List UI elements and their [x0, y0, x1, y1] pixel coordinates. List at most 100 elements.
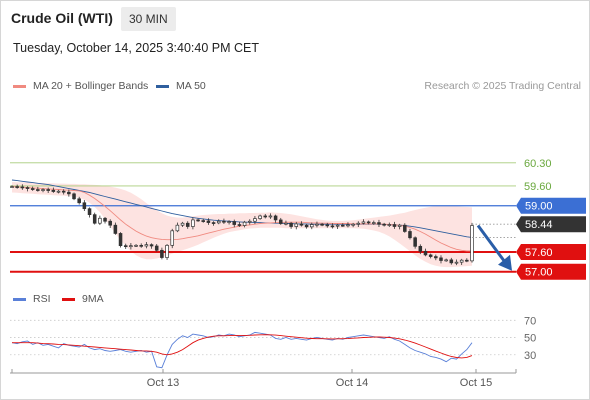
candle-body [310, 224, 314, 228]
forecast-arrow-shaft [476, 224, 506, 262]
level-tag-text-59-00: 59.00 [525, 201, 553, 213]
candle-body [330, 225, 335, 228]
candle-body [299, 223, 304, 226]
candle-body [154, 245, 159, 251]
candle-body [361, 221, 366, 224]
ma20-swatch [13, 84, 26, 88]
rsi-line [11, 331, 473, 369]
level-label-60-30: 60.30 [524, 158, 552, 170]
candle-body [113, 224, 118, 234]
candle-body [263, 215, 268, 218]
rsi-ma-line [12, 334, 473, 359]
rsi-tick-30: 30 [524, 350, 536, 362]
candle-body [175, 224, 180, 232]
candle-body [392, 224, 397, 227]
candle-body [459, 259, 464, 263]
candle-body [206, 220, 211, 223]
level-tag-text-57-00: 57.00 [525, 267, 553, 279]
candle-body [196, 219, 200, 222]
candle-body [387, 224, 392, 226]
candle-body [273, 215, 278, 221]
candle-body [201, 220, 206, 222]
level-tag-59-00 [516, 197, 586, 214]
rsi-tick-70: 70 [524, 315, 536, 327]
legend-ma20: MA 20 + Bollinger Bands [13, 80, 148, 92]
level-tag-57-00 [516, 263, 586, 280]
candle-body [87, 208, 92, 215]
candle-body [372, 222, 376, 224]
research-credit: Research © 2025 Trading Central [424, 80, 581, 92]
candle-body [341, 224, 345, 227]
candle-body [129, 245, 133, 248]
candle-body [61, 190, 66, 193]
candle-body [304, 224, 309, 228]
candle-body [144, 244, 149, 247]
rsi-swatch [13, 297, 26, 301]
candle-body [41, 189, 45, 191]
candle-body [242, 221, 247, 226]
candle-body [77, 198, 81, 204]
candle-body [227, 221, 231, 223]
candle-body [160, 249, 164, 258]
x-tick-label-oct-13: Oct 13 [147, 377, 179, 389]
candle-body [170, 230, 174, 246]
candle-body [325, 224, 330, 227]
candle-body [408, 231, 412, 239]
candle-body [247, 220, 252, 223]
candle-body [15, 186, 19, 188]
candle-body [237, 224, 242, 226]
timeframe-selector[interactable]: 30 MIN [121, 7, 176, 31]
candle-body [377, 222, 381, 225]
candle-body [98, 217, 102, 224]
candle-body [284, 222, 288, 225]
candle-body [366, 221, 371, 224]
candle-body [418, 245, 423, 252]
candle-body [30, 188, 35, 190]
candle-body [315, 223, 319, 226]
last-price-text: 58.44 [525, 219, 553, 231]
candle-body [180, 222, 185, 226]
candle-body [289, 222, 293, 227]
candle-body [103, 217, 107, 222]
candle-body [356, 222, 361, 225]
candle-body [134, 244, 138, 247]
candle-body [335, 224, 340, 227]
candle-body [123, 245, 128, 248]
candle-body [185, 222, 190, 227]
legend-ma50-label: MA 50 [176, 80, 206, 92]
candle-body [434, 256, 438, 259]
candle-body [165, 244, 169, 258]
candle-body [222, 220, 226, 223]
last-price-tag [516, 216, 586, 233]
rsi-tick-50: 50 [524, 333, 536, 345]
candle-body [320, 223, 324, 226]
candle-body [382, 223, 386, 226]
chart-timestamp: Tuesday, October 14, 2025 3:40:40 PM CET [13, 41, 259, 55]
candle-body [346, 224, 350, 227]
candle-body [278, 219, 283, 224]
candle-body [428, 254, 433, 257]
candle-body [72, 193, 76, 200]
candle-body [397, 224, 402, 227]
candle-body [454, 261, 459, 264]
level-tag-57-60 [516, 243, 586, 260]
candle-body [294, 223, 299, 227]
candle-body [51, 189, 56, 192]
candle-body [139, 244, 143, 247]
candle-body [25, 187, 30, 189]
ma50-swatch [156, 84, 169, 88]
candle-body [470, 225, 474, 262]
candle-body [82, 202, 87, 210]
legend-rsi: RSI [13, 293, 51, 305]
candle-body [20, 186, 25, 189]
candle-body [439, 257, 443, 261]
candle-body [232, 221, 237, 225]
forecast-arrow-head [498, 254, 512, 271]
candle-body [258, 215, 262, 219]
candle-body [56, 190, 61, 193]
candle-body [10, 186, 14, 188]
legend-ma50: MA 50 [156, 80, 206, 92]
bollinger-band-fill [12, 182, 472, 268]
candle-body [253, 218, 257, 222]
